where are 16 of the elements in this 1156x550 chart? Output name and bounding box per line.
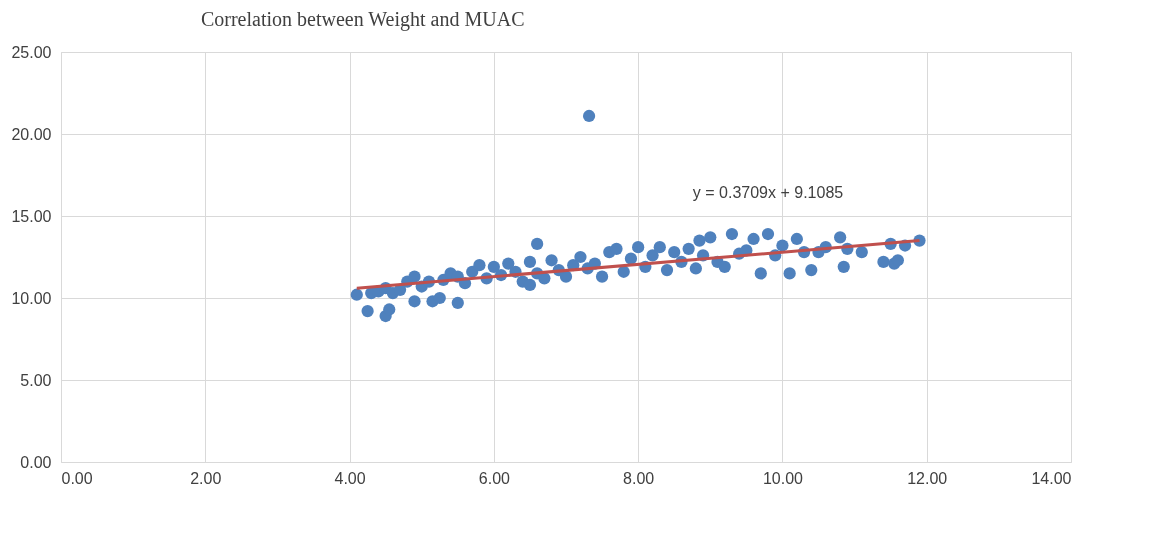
y-tick-label: 10.00 bbox=[11, 289, 52, 307]
annotation: y = 0.3709x + 9.1085 bbox=[692, 184, 844, 202]
y-tick-label: 0.00 bbox=[20, 453, 52, 471]
x-tick-label: 12.00 bbox=[907, 469, 948, 487]
x-tick-label: 10.00 bbox=[762, 469, 804, 487]
x-tick-label: 0.00 bbox=[61, 469, 93, 487]
x-tick-label: 4.00 bbox=[334, 469, 366, 487]
x-tick-label: 8.00 bbox=[623, 469, 655, 487]
x-tick-label: 14.00 bbox=[1031, 469, 1072, 487]
y-tick-label: 5.00 bbox=[20, 371, 52, 389]
x-tick-label: 6.00 bbox=[478, 469, 511, 487]
y-tick-label: 25.00 bbox=[11, 43, 52, 61]
y-tick-label: 15.00 bbox=[11, 207, 52, 225]
chart-title: Correlation between Weight and MUAC bbox=[200, 8, 525, 31]
y-tick-label: 20.00 bbox=[11, 125, 52, 143]
x-tick-label: 2.00 bbox=[190, 469, 222, 487]
